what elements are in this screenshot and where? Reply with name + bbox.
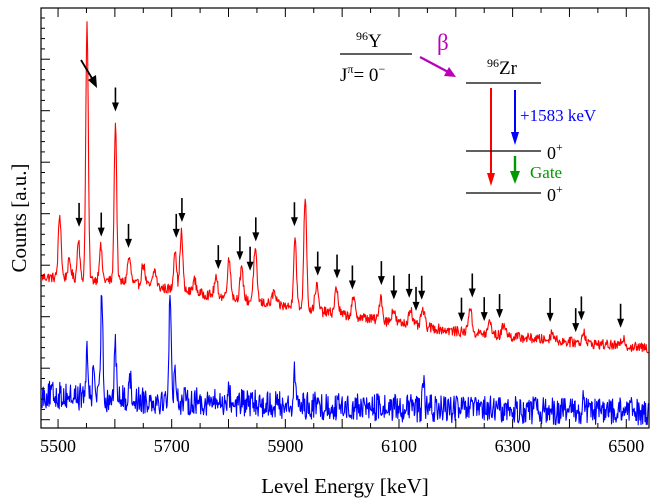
parent-symbol: Y (368, 31, 382, 52)
transition-blue-arrow-head (511, 132, 519, 145)
parent-nucleus: 96Y (356, 29, 382, 52)
peak-marker-arrow (178, 198, 186, 223)
peak-marker-arrow (496, 294, 504, 319)
peak-marker-arrow (405, 273, 413, 298)
peak-marker-arrow (457, 297, 465, 322)
plot-frame (40, 7, 650, 429)
peak-marker-arrow (333, 254, 341, 279)
y-axis-label: Counts [a.u.] (7, 163, 31, 272)
x-axis-label: Level Energy [keV] (261, 474, 429, 498)
peak-marker-arrow (577, 296, 585, 321)
peak-marker-arrow (617, 303, 625, 328)
peak-marker-arrow (377, 261, 385, 286)
gate-arrow-head (510, 171, 520, 184)
beta-label: β (437, 30, 449, 55)
ground-level-value: 0 (547, 185, 556, 205)
axis-layer: 5500 5700 5900 6100 6300 6500 (40, 8, 644, 456)
main-peak-arrow (80, 59, 97, 88)
ground-level-parity: + (556, 182, 563, 196)
upper-level-value: 0 (547, 143, 556, 163)
peak-marker-arrow (546, 297, 554, 322)
upper-level-parity: + (556, 140, 563, 154)
peak-marker-arrow (572, 308, 580, 333)
peak-marker-arrow (290, 202, 298, 227)
upper-level-label: 0+ (547, 140, 563, 163)
peak-marker-arrow (125, 223, 133, 248)
spin-symbol: J (340, 65, 347, 86)
peak-marker-arrow (480, 297, 488, 322)
spin-parity: − (378, 62, 385, 76)
series-line-1 (41, 294, 649, 426)
peak-marker-arrow (314, 251, 322, 276)
decay-scheme: 96Y Jπ= 0− β 96Zr +1583 keV 0+ Gate 0+ (340, 29, 597, 205)
peak-marker-arrow (236, 236, 244, 261)
daughter-mass: 96 (487, 56, 499, 70)
x-tick-label: 5900 (267, 436, 303, 456)
peak-marker-layer (75, 59, 625, 333)
peak-marker-arrow (252, 217, 260, 242)
parent-spin: Jπ= 0− (340, 62, 385, 86)
peak-marker-arrow (390, 275, 398, 300)
peak-marker-arrow (348, 265, 356, 290)
x-tick-label: 5700 (154, 436, 190, 456)
x-tick-label: 6500 (608, 436, 644, 456)
peak-marker-arrow (214, 245, 222, 270)
peak-marker-arrow (172, 213, 180, 238)
daughter-nucleus: 96Zr (487, 56, 518, 79)
parent-mass: 96 (356, 29, 368, 43)
x-tick-label: 5500 (40, 436, 76, 456)
daughter-symbol: Zr (499, 58, 518, 79)
peak-marker-arrow (111, 87, 119, 112)
peak-marker-arrow (468, 273, 476, 298)
spin-value: = 0 (353, 65, 378, 86)
peak-marker-arrow (418, 275, 426, 300)
x-tick-label: 6100 (381, 436, 417, 456)
series-line-0 (41, 21, 649, 354)
series-layer (41, 21, 649, 426)
x-tick-label: 6300 (495, 436, 531, 456)
peak-marker-arrow (75, 202, 83, 227)
beta-arrow (419, 55, 451, 75)
ground-level-label: 0+ (547, 182, 563, 205)
transition-red-arrow-head (487, 173, 495, 186)
peak-marker-arrow (97, 212, 105, 237)
peak-marker-arrow (412, 286, 420, 311)
gate-label: Gate (530, 163, 562, 182)
transition-energy-label: +1583 keV (520, 106, 597, 125)
peak-marker-arrow (246, 246, 254, 271)
spin-superscript: π (347, 62, 353, 76)
beta-arrow-head (444, 67, 456, 77)
